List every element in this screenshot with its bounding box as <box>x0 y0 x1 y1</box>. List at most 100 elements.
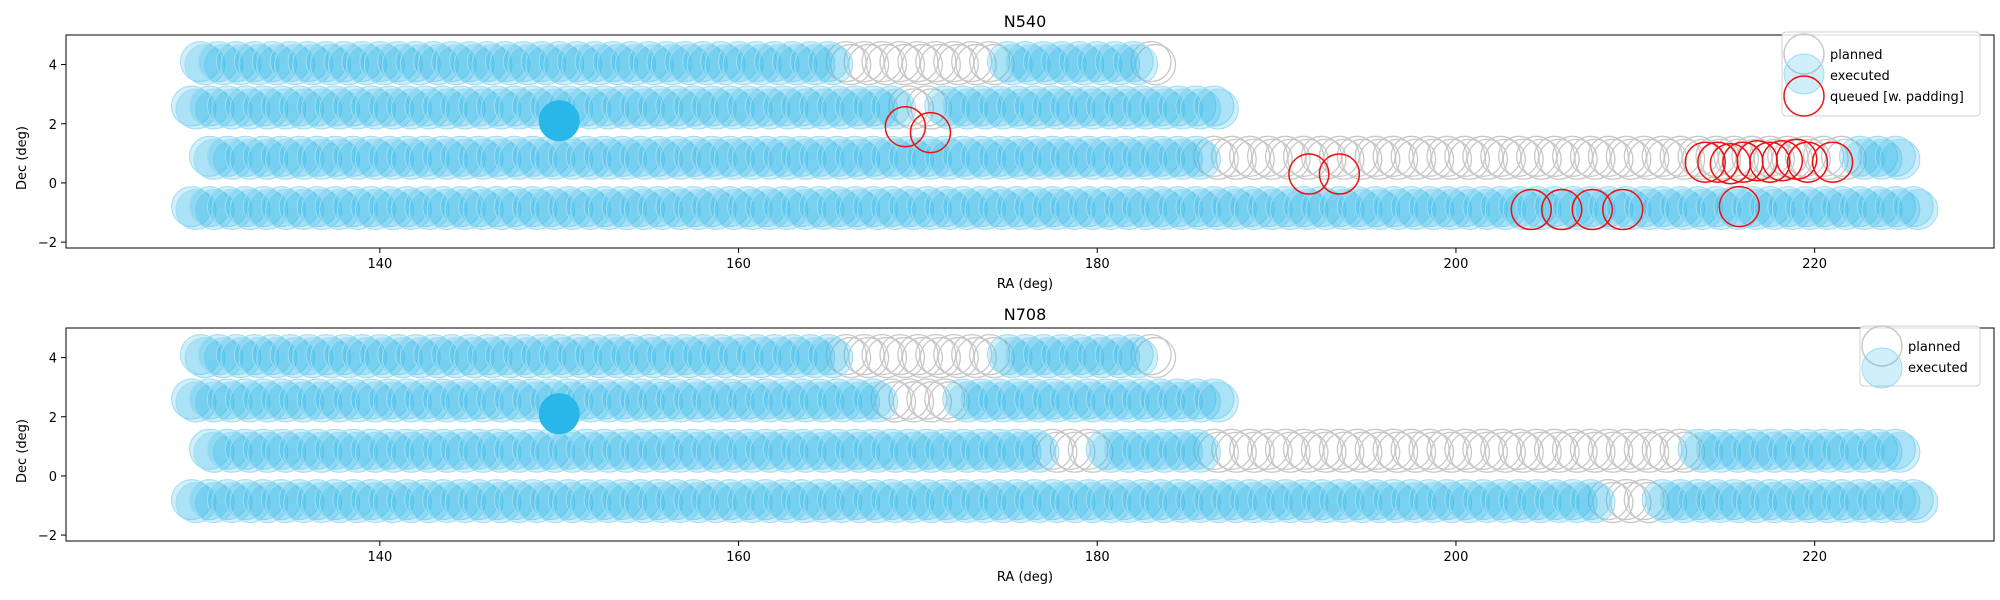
executed-pointing <box>946 482 988 524</box>
planned-pointing <box>1484 138 1526 180</box>
executed-pointing <box>1695 186 1737 228</box>
executed-pointing <box>1838 186 1880 228</box>
executed-pointing <box>816 378 858 420</box>
executed-pointing <box>1448 482 1490 524</box>
executed-pointing <box>1448 189 1490 231</box>
planned-pointing <box>892 88 935 130</box>
executed-pointing <box>664 334 706 376</box>
executed-pointing <box>1036 189 1078 231</box>
executed-pointing <box>188 378 230 420</box>
executed-pointing <box>1121 135 1163 177</box>
executed-pointing <box>1825 482 1867 524</box>
executed-pointing <box>1771 482 1813 524</box>
queued-pointing <box>1749 141 1791 183</box>
executed-pointing <box>1103 378 1145 420</box>
executed-pointing <box>292 44 334 86</box>
legend-frame <box>1781 31 1981 117</box>
executed-pointing <box>695 138 737 180</box>
executed-pointing <box>1462 479 1504 521</box>
executed-pointing <box>1126 189 1168 231</box>
executed-pointing <box>1072 189 1114 231</box>
executed-pointing <box>462 189 504 231</box>
planned-pointing <box>1538 138 1580 180</box>
executed-pointing <box>224 85 266 127</box>
executed-pointing <box>1139 135 1181 177</box>
executed-pointing <box>601 378 643 420</box>
executed-pointing <box>816 135 858 177</box>
executed-pointing <box>323 334 365 376</box>
executed-pointing <box>744 378 786 420</box>
executed-pointing <box>408 381 450 423</box>
executed-pointing <box>1049 135 1091 177</box>
executed-pointing <box>390 138 432 180</box>
executed-pointing <box>1157 186 1199 228</box>
executed-pointing <box>857 431 899 473</box>
executed-pointing <box>1605 186 1647 228</box>
executed-pointing <box>780 135 822 177</box>
executed-pointing <box>1161 138 1203 180</box>
executed-pointing <box>1430 189 1472 231</box>
executed-pointing <box>1175 428 1217 470</box>
executed-pointing <box>435 337 477 379</box>
executed-pointing <box>785 482 827 524</box>
planned-pointing <box>1287 431 1329 473</box>
executed-pointing <box>1121 378 1163 420</box>
planned-pointing <box>919 336 961 379</box>
executed-pointing <box>892 138 934 180</box>
planned-pointing <box>1610 138 1652 180</box>
executed-pointing <box>803 189 845 231</box>
executed-pointing <box>404 135 446 177</box>
executed-pointing <box>816 428 858 470</box>
executed-pointing <box>776 337 818 379</box>
panel-title: N708 <box>1004 305 1047 324</box>
executed-pointing <box>789 334 831 376</box>
executed-pointing <box>1018 431 1060 473</box>
planned-layer <box>825 333 1706 524</box>
executed-pointing <box>1821 479 1863 521</box>
executed-pointing <box>771 41 813 83</box>
executed-pointing <box>1013 428 1055 470</box>
executed-pointing <box>623 482 665 524</box>
executed-pointing <box>260 378 302 420</box>
executed-pointing <box>336 88 378 130</box>
executed-pointing <box>543 337 585 379</box>
executed-pointing <box>978 135 1020 177</box>
executed-pointing <box>1892 479 1934 521</box>
executed-pointing <box>359 334 401 376</box>
planned-pointing <box>1412 431 1455 473</box>
executed-pointing <box>1175 135 1217 177</box>
executed-pointing <box>1229 479 1271 521</box>
executed-pointing <box>211 88 253 130</box>
executed-pointing <box>534 482 576 524</box>
executed-pointing <box>1067 186 1109 228</box>
executed-pointing <box>924 186 966 228</box>
planned-pointing <box>1592 138 1634 180</box>
executed-pointing <box>1103 428 1145 470</box>
executed-pointing <box>480 138 522 180</box>
executed-pointing <box>296 135 338 177</box>
executed-pointing <box>319 138 361 180</box>
executed-pointing <box>197 41 239 83</box>
executed-pointing <box>1247 186 1289 228</box>
executed-pointing <box>1731 186 1773 228</box>
executed-pointing <box>1085 378 1127 420</box>
executed-pointing <box>413 334 455 376</box>
executed-pointing <box>345 44 387 86</box>
executed-pointing <box>538 334 580 376</box>
legend-marker-executed <box>1861 347 1903 389</box>
executed-pointing <box>193 189 235 231</box>
y-tick-label: 0 <box>49 470 57 485</box>
executed-pointing <box>659 431 701 473</box>
executed-pointing <box>821 482 863 524</box>
executed-pointing <box>655 85 697 127</box>
executed-pointing <box>345 337 387 379</box>
executed-pointing <box>583 85 625 127</box>
executed-pointing <box>583 186 625 228</box>
planned-pointing <box>1134 43 1177 86</box>
planned-pointing <box>1592 481 1634 524</box>
executed-pointing <box>874 482 916 524</box>
executed-pointing <box>498 482 540 524</box>
executed-pointing <box>1027 44 1069 86</box>
executed-pointing <box>812 337 854 379</box>
executed-pointing <box>1112 41 1154 83</box>
